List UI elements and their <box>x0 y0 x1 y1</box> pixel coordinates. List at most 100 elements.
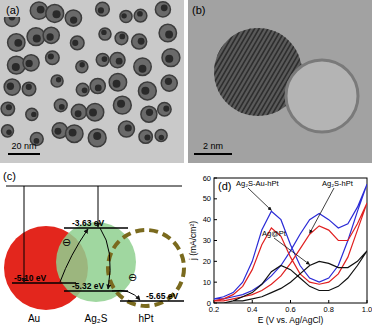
y-tick <box>214 282 217 283</box>
nanoparticle <box>86 103 103 120</box>
panel-b: (b)2 nm <box>110 0 372 163</box>
nanoparticle <box>27 28 45 46</box>
excitation-arrow <box>98 186 99 227</box>
nanoparticle <box>118 121 134 137</box>
nanoparticle-core <box>93 132 101 140</box>
node-circle <box>108 230 184 306</box>
nanoparticle <box>134 9 147 22</box>
lattice-fringe <box>124 10 194 130</box>
scale-bar <box>194 153 232 155</box>
y-tick-label: 20 <box>203 257 211 266</box>
x-tick-label: 1.0 <box>362 305 372 314</box>
nanoparticle-core <box>14 39 22 47</box>
nanoparticle-core <box>7 83 14 90</box>
nanoparticle <box>132 34 147 49</box>
nanoparticle-core <box>138 38 145 45</box>
y-tick <box>214 178 217 179</box>
panel-label: (a) <box>6 4 19 16</box>
nanoparticle-core <box>46 33 53 40</box>
x-tick-label: 0.8 <box>324 305 334 314</box>
curve-annotation: Ag₂S-Au-hPt <box>236 179 279 188</box>
nanoparticle <box>8 34 25 51</box>
nanoparticle <box>66 125 84 143</box>
nanoparticle <box>1 102 14 115</box>
nanoparticle <box>139 130 152 143</box>
lattice-fringe <box>160 10 230 130</box>
nanoparticle-core <box>79 62 84 67</box>
nanoparticle <box>22 82 36 96</box>
lattice-fringe <box>155 10 225 130</box>
plot-lines <box>214 184 367 303</box>
nanoparticle-core <box>121 13 126 18</box>
y-tick-label: 40 <box>203 215 211 224</box>
nanoparticle <box>113 96 131 114</box>
y-tick-label: 10 <box>203 278 211 287</box>
lattice-fringe <box>164 10 234 130</box>
nanoparticle-core <box>55 128 62 135</box>
node-label: Ag₂S <box>85 313 108 324</box>
x-tick <box>252 300 253 303</box>
nanoparticle-core <box>165 55 173 63</box>
y-tick-label: 50 <box>203 194 211 203</box>
energy-label: -5.32 eV <box>72 281 104 291</box>
label-bg <box>4 3 24 17</box>
nanoparticle <box>4 79 20 95</box>
x-axis-label: E (V vs. Ag/AgCl) <box>258 315 324 325</box>
excitation-arrow <box>24 186 25 282</box>
nanoparticle-core <box>37 6 45 14</box>
nanoparticle <box>70 36 84 50</box>
nanoparticle <box>65 10 81 26</box>
cv-curve <box>214 203 367 301</box>
lattice-fringe <box>119 10 189 130</box>
nanoparticle <box>23 55 39 71</box>
panel-label: (d) <box>218 180 231 192</box>
nanoparticle-core <box>117 100 125 108</box>
node-label: Au <box>28 313 40 324</box>
nanoparticle <box>96 2 110 16</box>
panel-label: (c) <box>3 170 16 182</box>
nanoparticle <box>26 108 38 120</box>
nanoparticle-core <box>70 16 77 23</box>
nanoparticle <box>161 75 177 91</box>
nanoparticle-core <box>102 56 108 62</box>
lattice-fringe <box>178 10 248 130</box>
nanoparticle <box>134 58 151 75</box>
transfer-arrow <box>100 228 110 289</box>
nanoparticle <box>46 51 60 65</box>
nanoparticle <box>43 27 59 43</box>
x-tick <box>367 300 368 303</box>
nanoparticle <box>71 104 86 119</box>
y-tick-label: 0 <box>207 299 211 308</box>
nanoparticle-core <box>26 84 32 90</box>
plot-frame <box>214 178 367 303</box>
lattice-fringe <box>110 10 180 130</box>
electron-symbol: ⊖ <box>128 271 137 283</box>
nanoparticle-core <box>165 31 173 39</box>
nanoparticle <box>141 106 157 122</box>
nanoparticle-core <box>144 134 150 140</box>
nanoparticle-core <box>82 87 88 93</box>
nanoparticle-core <box>75 110 82 117</box>
nanoparticle <box>158 102 171 115</box>
nanoparticle <box>96 53 109 66</box>
lattice-fringe <box>115 10 185 130</box>
nanoparticle <box>155 129 167 141</box>
annotation-arrow <box>274 238 310 265</box>
vacuum-level <box>6 186 182 187</box>
annotation-arrow <box>248 188 271 210</box>
nanoparticle <box>1 125 13 137</box>
nanoparticle <box>90 78 105 93</box>
transfer-arrow <box>60 229 88 282</box>
lattice-fringe <box>223 10 293 130</box>
nanoparticle-core <box>101 30 106 35</box>
nanoparticle-core <box>69 129 77 137</box>
nanoparticle <box>54 99 67 112</box>
nanoparticle <box>88 129 106 147</box>
nanoparticle-core <box>161 4 168 11</box>
panel-a: (a) 20 nm <box>0 0 184 163</box>
nanoparticle-core <box>141 87 149 95</box>
scale-bar-label: 20 nm <box>11 141 36 151</box>
nanoparticle-core <box>6 104 12 110</box>
energy-label: -5.65 eV <box>146 291 178 301</box>
figure: (a)20 nm(b)2 nm(c)AuAg₂ShPt-5.10 eV-3.63… <box>0 0 372 328</box>
